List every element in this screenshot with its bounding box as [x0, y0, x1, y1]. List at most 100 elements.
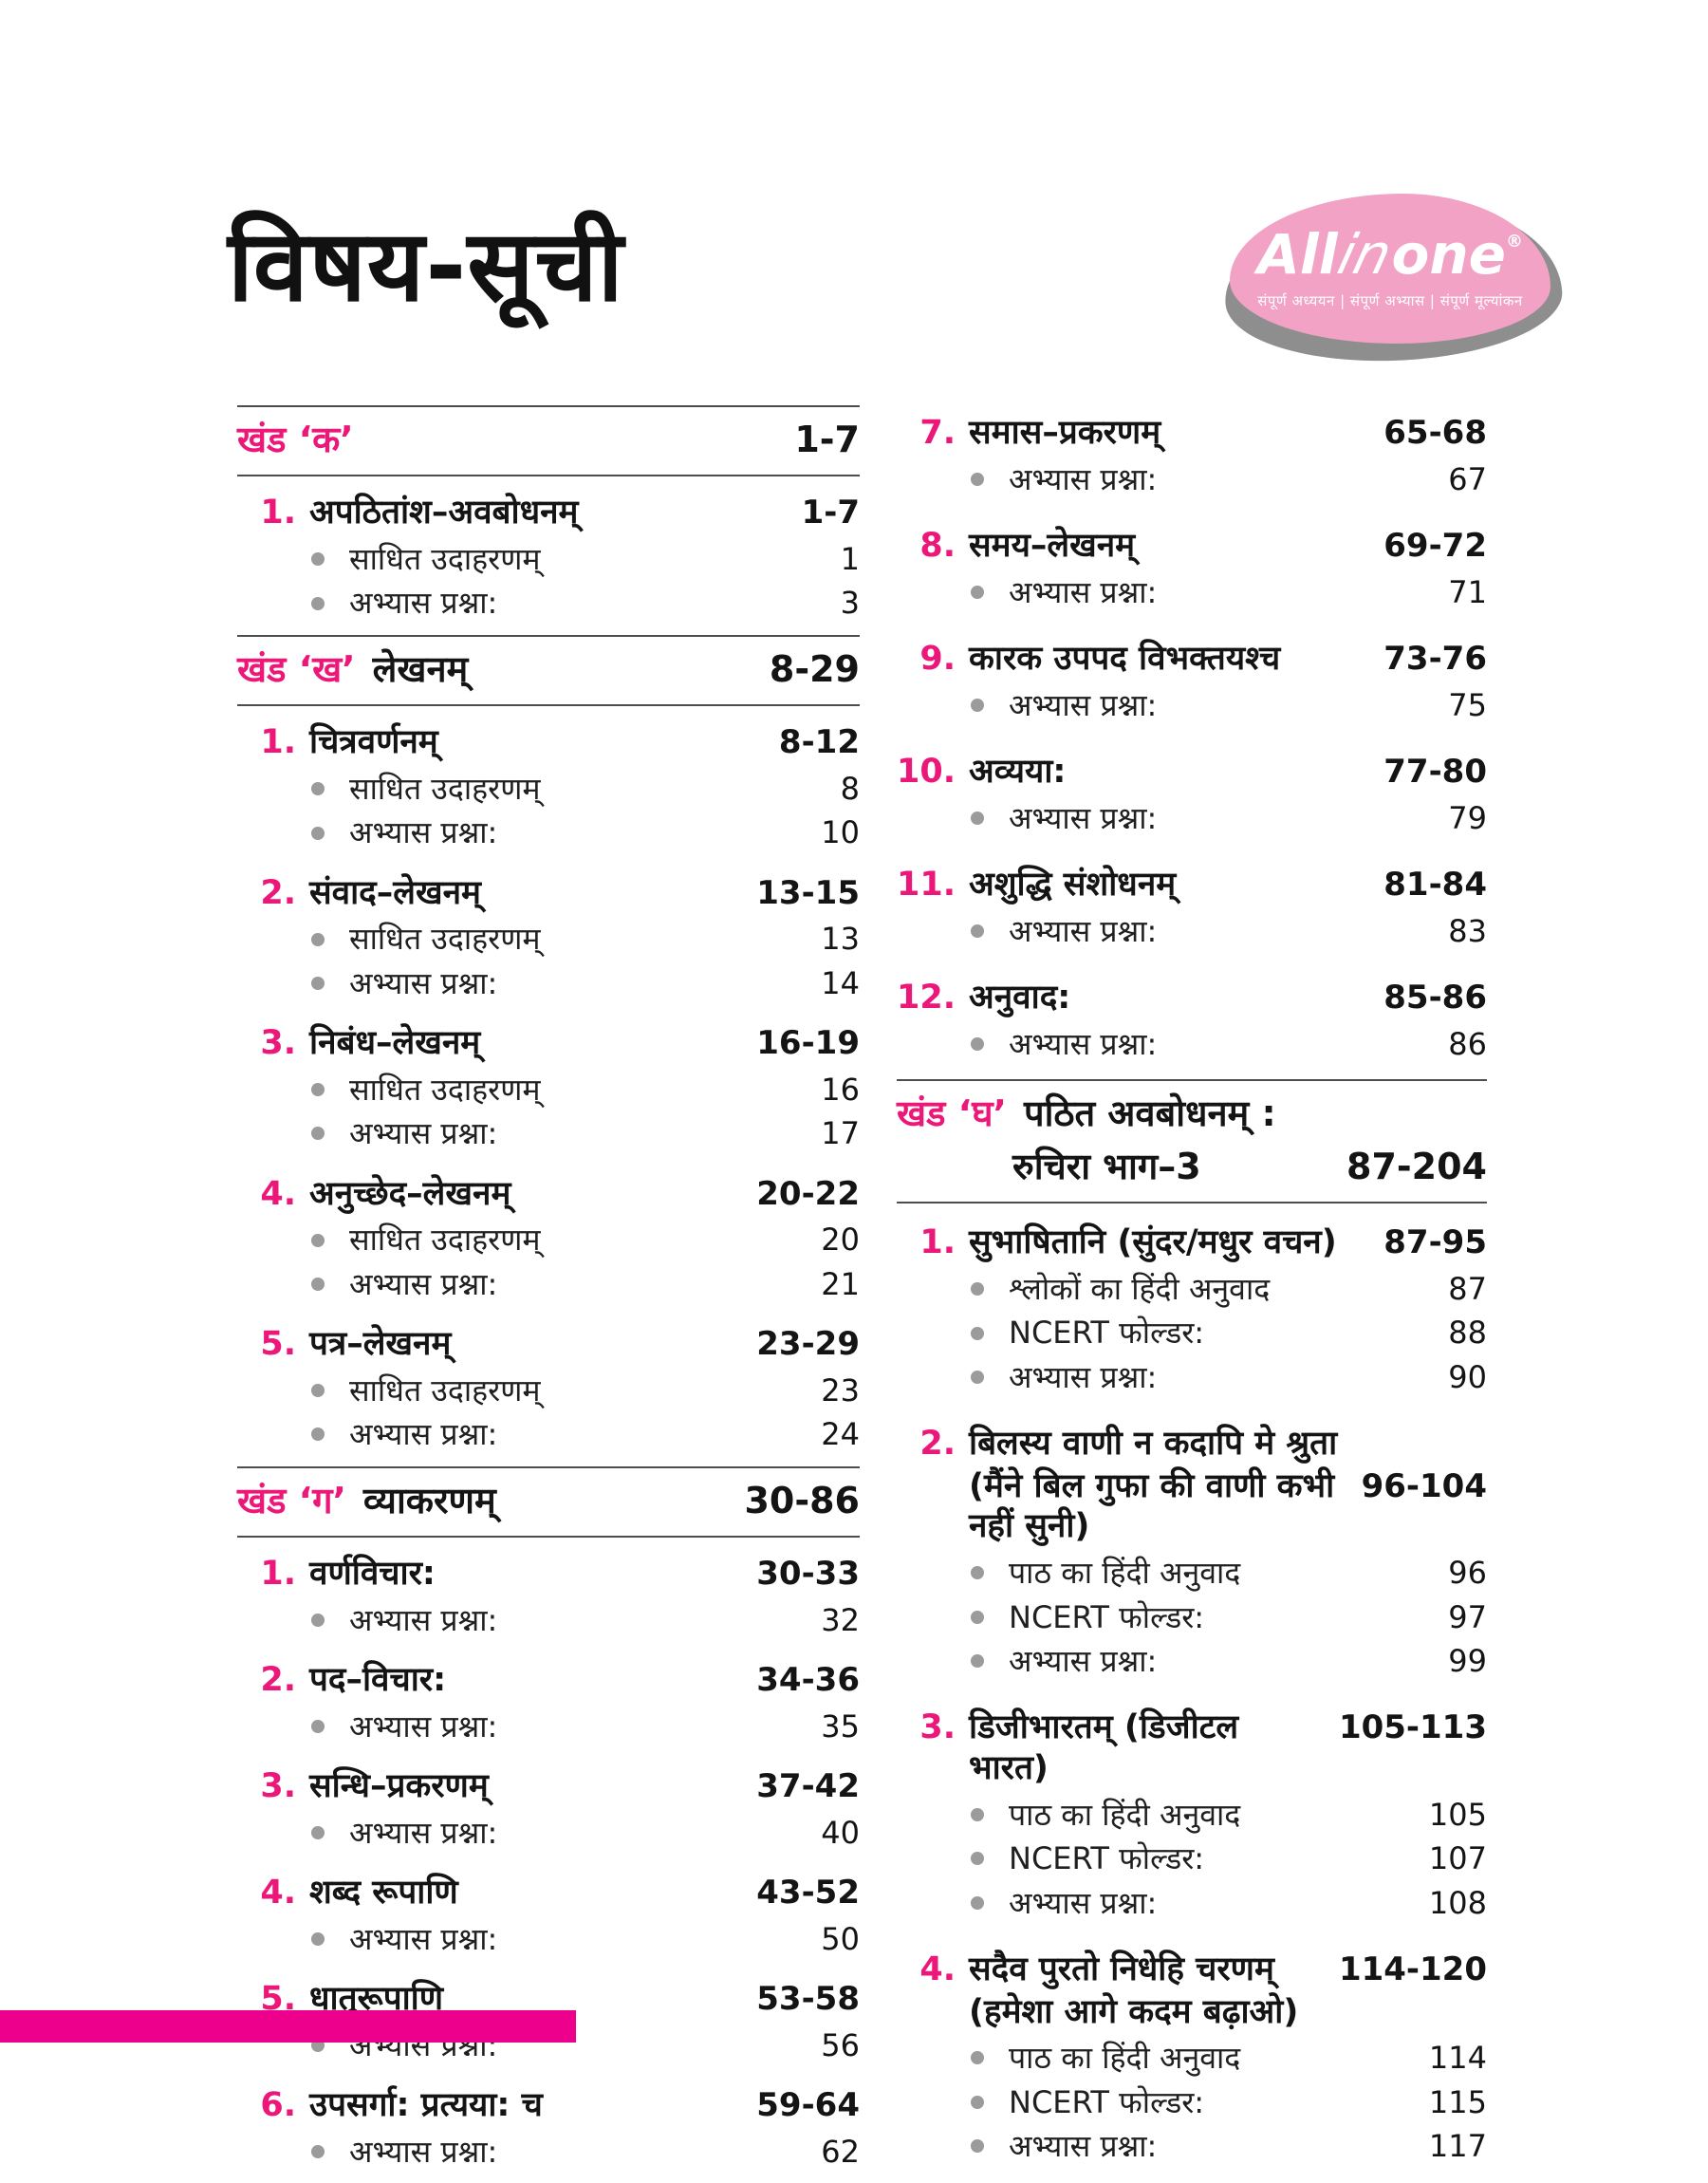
bullet-icon: [971, 472, 984, 486]
item-title: समय–लेखनम्: [969, 527, 1136, 566]
toc-item-line: 1. वर्णविचार: 30-33: [237, 1554, 860, 1595]
bullet-icon: [971, 699, 984, 713]
bullet-icon: [971, 1370, 984, 1384]
bullet-icon: [311, 1719, 325, 1733]
item-page-range: 87-95: [1383, 1223, 1487, 1262]
item-subentry: NCERT फोल्डर: 115: [897, 2084, 1487, 2120]
toc-item: 2. बिलस्य वाणी न कदापि मे श्रुता (मैंने बि…: [897, 1412, 1487, 1696]
subentry-label: पाठ का हिंदी अनुवाद: [1009, 2040, 1241, 2077]
subentry-page: 71: [1448, 573, 1487, 610]
item-subentry: अभ्यास प्रश्ना: 99: [897, 1643, 1487, 1679]
subentry-label: अभ्यास प्रश्ना:: [349, 585, 498, 622]
bullet-icon: [971, 2095, 984, 2109]
subentry-page: 83: [1448, 913, 1487, 949]
toc-item-line: 5. धातुरूपाणि 53-58: [237, 1979, 860, 2020]
item-page-range: 69-72: [1383, 527, 1487, 566]
subentry-page: 32: [821, 1601, 860, 1638]
toc-item-line: 6. उपसर्गा: प्रत्यया: च 59-64: [237, 2085, 860, 2126]
toc-item-line: 9. कारक उपपद विभक्तयश्च 73-76: [897, 639, 1487, 680]
subentry-page: 96: [1448, 1555, 1487, 1592]
item-subentry: साधित उदाहरणम् 23: [237, 1372, 860, 1409]
subentry-page: 62: [821, 2134, 860, 2171]
logo-blob: Allinone® संपूर्ण अध्ययन | संपूर्ण अभ्या…: [1230, 194, 1550, 344]
toc-item: 4. अनुच्छेद–लेखनम् 20-22 साधित उदाहरणम् 20 अभ…: [237, 1166, 860, 1315]
item-title: पद–विचार:: [309, 1661, 447, 1700]
bullet-icon: [971, 1610, 984, 1624]
subentry-page: 10: [821, 814, 860, 851]
subentry-page: 75: [1448, 686, 1487, 723]
item-page-range: 13-15: [756, 873, 860, 912]
subentry-page: 50: [821, 1920, 860, 1957]
toc-item-line: 7. समास–प्रकरणम् 65-68: [897, 413, 1487, 454]
item-subentry: अभ्यास प्रश्ना: 21: [237, 1266, 860, 1302]
subentry-label: अभ्यास प्रश्ना:: [1009, 1884, 1158, 1921]
subentry-page: 3: [840, 585, 860, 622]
item-subentry: अभ्यास प्रश्ना: 117: [897, 2128, 1487, 2164]
section-header-line: खंड ‘घ’ पठित अवबोधनम् :: [897, 1091, 1487, 1137]
toc-item-line: 12. अनुवाद: 85-86: [897, 978, 1487, 1018]
bullet-icon: [311, 1427, 325, 1442]
section-header: खंड ‘क’ 1-7: [237, 405, 860, 477]
toc-item-line: 4. शब्द रूपाणि 43-52: [237, 1873, 860, 1913]
item-page-range: 105-113: [1338, 1708, 1487, 1747]
item-page-range: 16-19: [756, 1024, 860, 1063]
item-title: वर्णविचार:: [309, 1554, 436, 1593]
bullet-icon: [311, 826, 325, 840]
item-title: अव्यया:: [969, 753, 1067, 792]
item-title: उपसर्गा: प्रत्यया: च: [309, 2086, 543, 2125]
item-number: 12.: [897, 979, 956, 1017]
toc-item-line: 2. पद–विचार: 34-36: [237, 1660, 860, 1701]
item-number: 10.: [897, 753, 956, 792]
item-subentry: साधित उदाहरणम् 8: [237, 771, 860, 807]
item-number: 1.: [260, 723, 296, 762]
toc-column-left: खंड ‘क’ 1-7 1. अपठितांश–अवबोधनम् 1-7 साधित उद…: [237, 405, 860, 2183]
toc-item: 2. पद–विचार: 34-36 अभ्यास प्रश्ना: 35: [237, 1651, 860, 1758]
toc-item-line: 4. अनुच्छेद–लेखनम् 20-22: [237, 1174, 860, 1215]
bullet-icon: [311, 1233, 325, 1247]
item-number: 4.: [260, 1174, 296, 1213]
item-subentry: अभ्यास प्रश्ना: 90: [897, 1359, 1487, 1395]
toc-item: 1. चित्रवर्णनम् 8-12 साधित उदाहरणम् 8 अभ्यास …: [237, 714, 860, 864]
subentry-page: 16: [821, 1071, 860, 1108]
item-subentry: अभ्यास प्रश्ना: 79: [897, 800, 1487, 836]
section-page-range: 30-86: [744, 1479, 860, 1521]
toc-column-right: 7. समास–प्रकरणम् 65-68 अभ्यास प्रश्ना: 67 8. स…: [897, 401, 1487, 2181]
subentry-page: 117: [1428, 2128, 1487, 2165]
subentry-label: अभ्यास प्रश्ना:: [1009, 1026, 1158, 1063]
subentry-page: 8: [840, 770, 860, 807]
subentry-page: 99: [1448, 1642, 1487, 1679]
section-subtitle: रुचिरा भाग–3: [1012, 1145, 1201, 1187]
subentry-page: 87: [1448, 1270, 1487, 1307]
item-subentry: अभ्यास प्रश्ना: 83: [897, 913, 1487, 949]
subentry-page: 105: [1428, 1796, 1487, 1833]
subentry-label: साधित उदाहरणम्: [349, 921, 541, 958]
toc-item: 2. संवाद–लेखनम् 13-15 साधित उदाहरणम् 13 अभ्या…: [237, 865, 860, 1015]
item-number: 3.: [260, 1767, 296, 1806]
subentry-page: 86: [1448, 1026, 1487, 1063]
item-title: शब्द रूपाणि: [309, 1874, 458, 1912]
toc-item-line2: (हमेशा आगे कदम बढ़ाओ): [897, 1992, 1487, 2033]
item-title: बिलस्य वाणी न कदापि मे श्रुता: [969, 1425, 1338, 1464]
subentry-page: 79: [1448, 799, 1487, 836]
item-page-range: 34-36: [756, 1661, 860, 1700]
bullet-icon: [971, 585, 984, 599]
toc-item: 10. अव्यया: 77-80 अभ्यास प्रश्ना: 79: [897, 740, 1487, 853]
item-subentry: अभ्यास प्रश्ना: 40: [237, 1815, 860, 1851]
subentry-label: साधित उदाहरणम्: [349, 1371, 541, 1409]
bullet-icon: [971, 1326, 984, 1340]
section-label: खंड ‘ख’: [237, 647, 356, 690]
item-subentry: पाठ का हिंदी अनुवाद 105: [897, 1797, 1487, 1833]
toc-item-line: 1. चित्रवर्णनम् 8-12: [237, 722, 860, 763]
item-page-range: 43-52: [756, 1874, 860, 1912]
item-subentry: साधित उदाहरणम् 13: [237, 921, 860, 957]
subentry-label: पाठ का हिंदी अनुवाद: [1009, 1796, 1241, 1833]
footer-accent-bar: [0, 2010, 576, 2043]
item-page-range: 81-84: [1383, 866, 1487, 905]
section-label: खंड ‘क’: [237, 419, 354, 460]
subentry-page: 21: [821, 1265, 860, 1302]
subentry-label: साधित उदाहरणम्: [349, 541, 541, 578]
toc-item-line: 11. अशुद्धि संशोधनम् 81-84: [897, 865, 1487, 905]
item-page-range: 114-120: [1338, 1950, 1487, 1988]
bullet-icon: [311, 932, 325, 946]
